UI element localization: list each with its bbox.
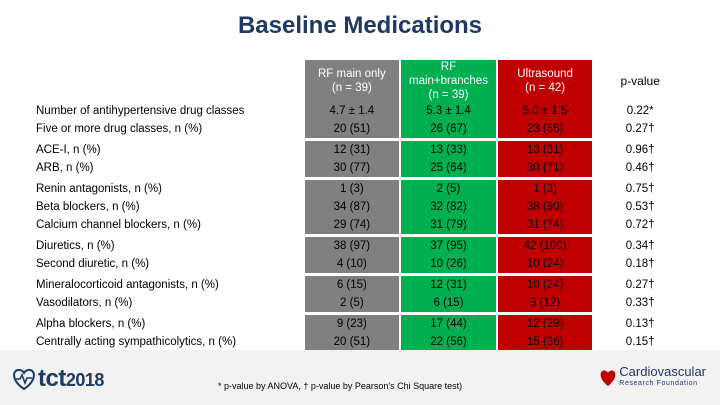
- row-value: 13 (33): [401, 138, 496, 159]
- table-row: Number of antihypertensive drug classes 4…: [36, 102, 686, 120]
- tct-logo-brand: tct: [38, 365, 66, 392]
- row-value: 10 (24): [497, 273, 593, 294]
- row-value: 5.3 ± 1.4: [401, 102, 496, 120]
- header-rf-main-branches: RF main+branches (n = 39): [401, 60, 496, 102]
- row-p-value: 0.15†: [625, 336, 655, 348]
- table-row: Centrally acting sympathicolytics, n (%)…: [36, 333, 686, 351]
- row-p-value: 0.72†: [625, 219, 655, 231]
- row-value: 37 (95): [401, 234, 496, 255]
- row-p-value: 0.96†: [594, 138, 686, 159]
- crf-logo-line1: Cardiovascular: [619, 364, 706, 379]
- row-label: Alpha blockers, n (%): [36, 312, 303, 333]
- footnote: * p-value by ANOVA, † p-value by Pearson…: [218, 381, 463, 391]
- row-label: Centrally acting sympathicolytics, n (%): [36, 336, 237, 348]
- slide-title: Baseline Medications: [237, 12, 483, 39]
- row-value: 6 (15): [304, 273, 400, 294]
- table-row: Second diuretic, n (%) 4 (10) 10 (26) 10 (2…: [36, 255, 686, 273]
- row-value: 13 (31): [497, 138, 593, 159]
- row-p-value: 0.18†: [625, 258, 655, 270]
- row-p-value: 0.27†: [594, 273, 686, 294]
- row-value: 23 (55): [497, 120, 593, 138]
- row-value: 10 (26): [401, 255, 496, 273]
- table-row: ACE-I, n (%) 12 (31) 13 (33) 13 (31) 0.96†: [36, 138, 686, 159]
- footer-band: [0, 350, 720, 405]
- row-label: Diuretics, n (%): [36, 234, 303, 255]
- row-value: 26 (67): [401, 120, 496, 138]
- table-row: ARB, n (%) 30 (77) 25 (64) 30 (71) 0.46†: [36, 159, 686, 177]
- header-rf-main-only: RF main only (n = 39): [304, 60, 400, 102]
- row-p-value: 0.75†: [594, 177, 686, 198]
- header-p-value: p-value: [620, 74, 660, 88]
- row-value: 12 (31): [304, 138, 400, 159]
- table-row: Renin antagonists, n (%) 1 (3) 2 (5) 1 (3) 0…: [36, 177, 686, 198]
- table-row: Calcium channel blockers, n (%) 29 (74) 31…: [36, 216, 686, 234]
- row-label: Second diuretic, n (%): [36, 258, 150, 270]
- row-value: 31 (79): [401, 216, 496, 234]
- row-label: Number of antihypertensive drug classes: [36, 105, 245, 117]
- row-p-value: 0.34†: [594, 234, 686, 255]
- table-row: Beta blockers, n (%) 34 (87) 32 (82) 38 (90…: [36, 198, 686, 216]
- table-header-row: RF main only (n = 39) RF main+branches (…: [36, 60, 686, 102]
- row-value: 6 (15): [401, 294, 496, 312]
- row-value: 42 (100): [497, 234, 593, 255]
- row-p-value: 0.13†: [594, 312, 686, 333]
- table-row: Mineralocorticoid antagonists, n (%) 6 (1…: [36, 273, 686, 294]
- row-label: Renin antagonists, n (%): [36, 177, 303, 198]
- table-row: Diuretics, n (%) 38 (97) 37 (95) 42 (100) 0.…: [36, 234, 686, 255]
- row-value: 15 (36): [497, 333, 593, 351]
- row-value: 32 (82): [401, 198, 496, 216]
- row-p-value: 0.46†: [625, 162, 655, 174]
- row-value: 9 (23): [304, 312, 400, 333]
- row-value: 20 (51): [304, 120, 400, 138]
- row-value: 30 (71): [497, 159, 593, 177]
- row-label: Five or more drug classes, n (%): [36, 123, 203, 135]
- crf-logo-line2: Research Foundation: [619, 380, 698, 387]
- row-value: 1 (3): [497, 177, 593, 198]
- row-value: 38 (90): [497, 198, 593, 216]
- row-value: 29 (74): [304, 216, 400, 234]
- row-value: 22 (56): [401, 333, 496, 351]
- row-value: 2 (5): [304, 294, 400, 312]
- row-label: Mineralocorticoid antagonists, n (%): [36, 273, 303, 294]
- row-p-value: 0.27†: [625, 123, 655, 135]
- header-blank: [36, 60, 303, 102]
- row-value: 12 (31): [401, 273, 496, 294]
- row-value: 10 (24): [497, 255, 593, 273]
- tct-logo-year: 2018: [65, 370, 105, 390]
- row-value: 12 (29): [497, 312, 593, 333]
- row-label: ACE-I, n (%): [36, 138, 303, 159]
- row-value: 4.7 ± 1.4: [304, 102, 400, 120]
- row-value: 2 (5): [401, 177, 496, 198]
- header-ultrasound: Ultrasound (n = 42): [497, 60, 593, 102]
- row-label: Calcium channel blockers, n (%): [36, 219, 201, 231]
- row-value: 34 (87): [304, 198, 400, 216]
- row-value: 17 (44): [401, 312, 496, 333]
- row-value: 30 (77): [304, 159, 400, 177]
- row-value: 31 (74): [497, 216, 593, 234]
- heart-icon: [600, 370, 616, 386]
- row-label: ARB, n (%): [36, 162, 94, 174]
- row-value: 4 (10): [304, 255, 400, 273]
- row-value: 5 (12): [497, 294, 593, 312]
- table-row: Vasodilators, n (%) 2 (5) 6 (15) 5 (12) 0.33…: [36, 294, 686, 312]
- table-row: Alpha blockers, n (%) 9 (23) 17 (44) 12 (29…: [36, 312, 686, 333]
- row-p-value: 0.33†: [625, 297, 655, 309]
- row-value: 5.0 ± 1.5: [497, 102, 593, 120]
- row-value: 1 (3): [304, 177, 400, 198]
- row-value: 20 (51): [304, 333, 400, 351]
- row-p-value: 0.22*: [626, 105, 654, 117]
- row-label: Vasodilators, n (%): [36, 297, 133, 309]
- tct-logo: tct2018: [10, 365, 104, 393]
- table-row: Five or more drug classes, n (%) 20 (51) 2…: [36, 120, 686, 138]
- row-p-value: 0.53†: [625, 201, 655, 213]
- row-label: Beta blockers, n (%): [36, 201, 140, 213]
- row-value: 38 (97): [304, 234, 400, 255]
- row-value: 25 (64): [401, 159, 496, 177]
- crf-logo: Cardiovascular Research Foundation: [597, 364, 706, 390]
- heart-pulse-icon: [13, 368, 35, 391]
- medications-table: RF main only (n = 39) RF main+branches (…: [34, 60, 688, 351]
